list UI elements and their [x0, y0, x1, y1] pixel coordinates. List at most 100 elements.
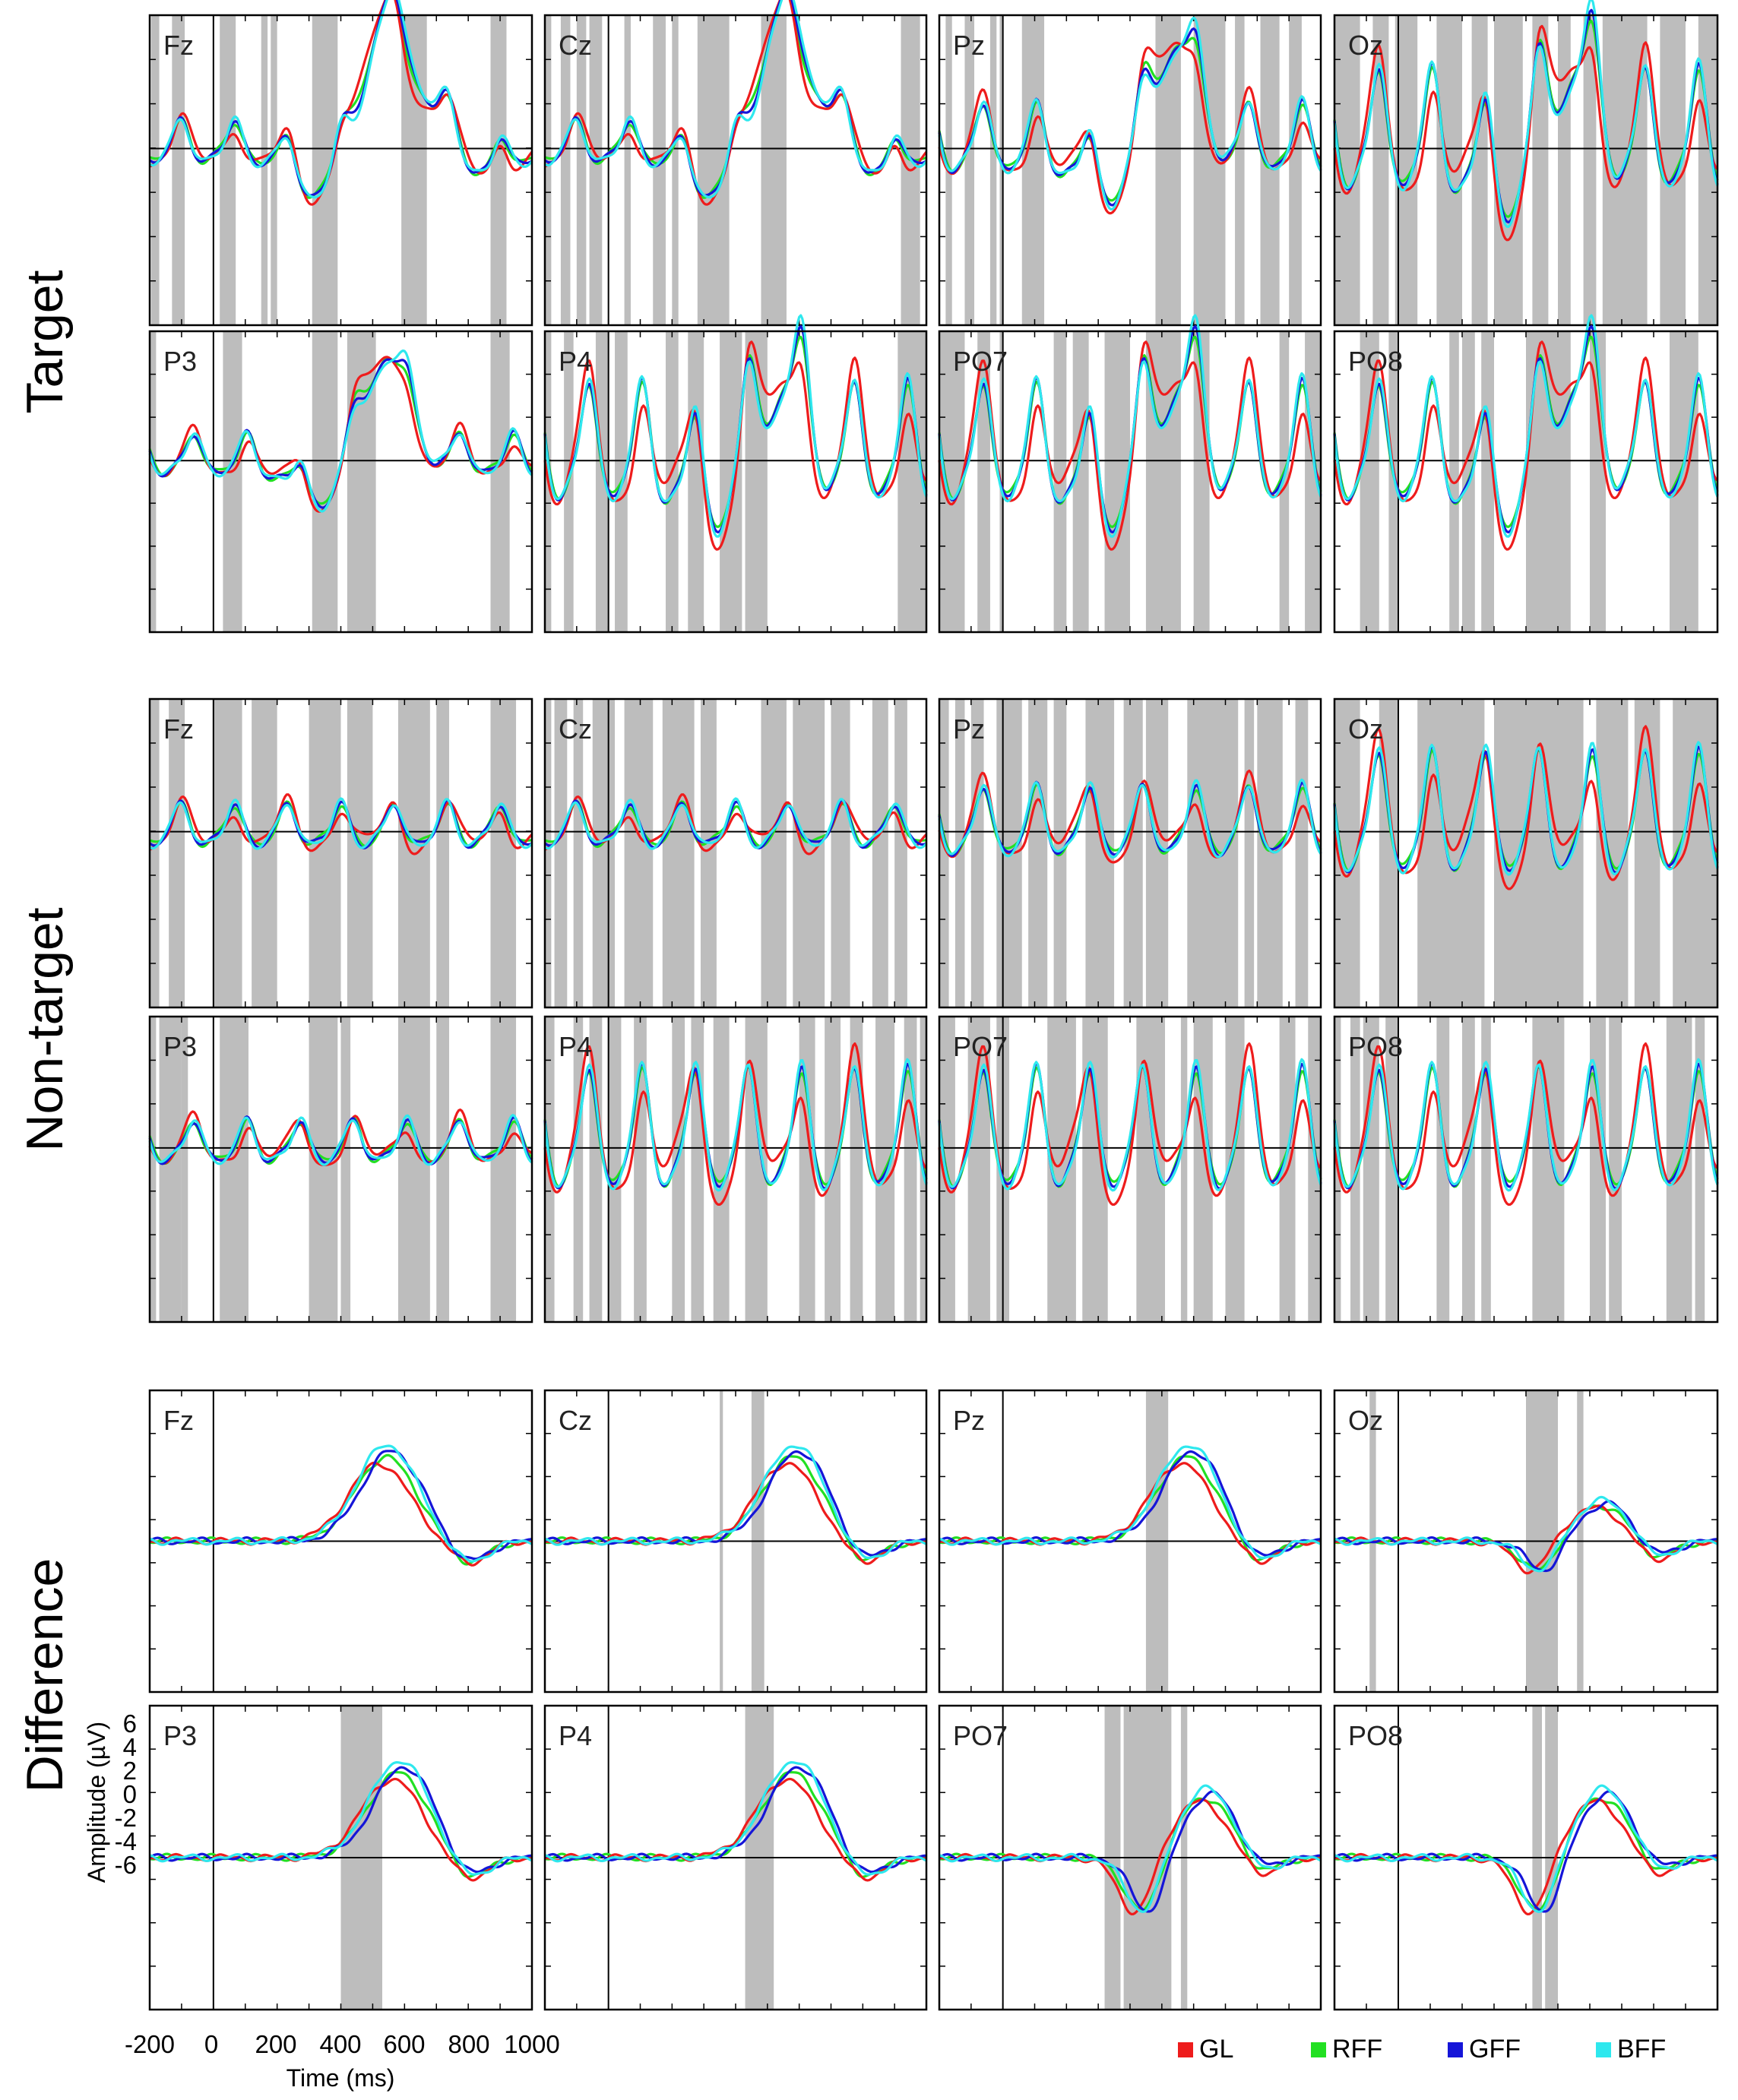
legend-swatch-gff [1448, 2042, 1463, 2057]
significance-band [1532, 15, 1549, 325]
significance-band [1235, 15, 1245, 325]
panel-frame [543, 1015, 928, 1324]
x-tick-label: 600 [383, 2030, 425, 2058]
significance-band [545, 15, 552, 325]
significance-band [490, 331, 510, 632]
electrode-label: Pz [953, 30, 985, 61]
electrode-label: PO8 [1348, 1720, 1403, 1751]
significance-band [1590, 1017, 1606, 1322]
panel-difference-p4: P4 [543, 1704, 928, 2011]
legend-label-gl: GL [1199, 2035, 1233, 2064]
significance-band [1471, 15, 1488, 325]
panel-nontarget-pz: Pz [938, 697, 1322, 1009]
x-tick-label: -200 [125, 2030, 175, 2058]
series-line-bff [149, 797, 533, 850]
series-line-bff [148, 349, 533, 513]
series-line-bff [544, 1761, 927, 1876]
significance-band [1436, 15, 1462, 325]
y-tick-label: -4 [115, 1827, 137, 1855]
electrode-label: PO7 [953, 1031, 1008, 1062]
panel-target-fz: Fz [148, 0, 533, 327]
significance-band [312, 331, 338, 632]
series-line-bff [1333, 741, 1719, 876]
panel-nontarget-po8: PO8 [1333, 1015, 1719, 1324]
significance-band [1002, 1017, 1010, 1322]
significance-band [261, 15, 268, 325]
significance-band [996, 699, 1003, 1007]
electrode-label: Cz [559, 1405, 592, 1436]
y-tick-label: -2 [115, 1804, 137, 1832]
significance-band [151, 15, 160, 325]
legend-swatch-gl [1178, 2042, 1193, 2057]
significance-band [665, 331, 679, 632]
series-line-bff [938, 1058, 1322, 1192]
panel-target-oz: Oz [1333, 0, 1719, 327]
significance-band [624, 699, 654, 1007]
significance-band [397, 1017, 430, 1322]
electrode-label: PO7 [953, 1720, 1008, 1751]
significance-band [545, 699, 552, 1007]
significance-band [592, 699, 609, 1007]
significance-band [252, 699, 277, 1007]
panel-target-po8: PO8 [1333, 314, 1719, 634]
significance-band [608, 1017, 622, 1322]
significance-band [560, 15, 571, 325]
panel-frame [938, 1704, 1322, 2011]
electrode-label: Pz [953, 713, 985, 745]
series-line-bff [938, 778, 1322, 859]
significance-band [761, 699, 787, 1007]
significance-band [799, 1017, 815, 1322]
significance-band [1462, 1017, 1475, 1322]
electrode-label: Oz [1348, 1405, 1383, 1436]
electrode-label: Oz [1348, 713, 1383, 745]
axes-layer: -200 0 200 400 600 800 1000 6 4 2 0 -2 -… [83, 1709, 560, 2092]
significance-band [1363, 1017, 1379, 1322]
panel-difference-po7: PO7 [938, 1704, 1322, 2011]
significance-band [1436, 1017, 1450, 1322]
panel-frame [148, 1704, 533, 2011]
significance-band [1558, 15, 1571, 325]
series-line-gff [544, 1766, 927, 1874]
significance-band [831, 699, 850, 1007]
series-line-bff [544, 0, 928, 199]
significance-band [1289, 15, 1302, 325]
significance-band [271, 15, 277, 325]
significance-band [309, 1017, 338, 1322]
series-line-gff [544, 1450, 927, 1557]
significance-band [1308, 1017, 1321, 1322]
panel-frame [938, 697, 1322, 1009]
panel-frame [1333, 697, 1719, 1009]
panel-difference-cz: Cz [543, 1389, 928, 1694]
significance-band [1072, 331, 1089, 632]
series-line-bff [543, 314, 928, 538]
significance-band [999, 15, 1003, 325]
panel-frame [148, 1389, 533, 1694]
series-line-bff [148, 1114, 533, 1166]
legend-swatch-rff [1311, 2042, 1326, 2057]
panel-difference-fz: Fz [148, 1389, 533, 1694]
panel-target-p4: P4 [543, 314, 928, 634]
significance-band [436, 1017, 450, 1322]
significance-band [720, 331, 742, 632]
significance-band [150, 331, 157, 632]
significance-band [340, 1017, 351, 1322]
significance-band [347, 331, 376, 632]
series-line-gff [149, 1450, 533, 1561]
electrode-label: P3 [163, 1720, 197, 1751]
series-line-gff [939, 1450, 1322, 1557]
electrode-label: P4 [559, 1720, 592, 1751]
panel-frame [1333, 1015, 1719, 1324]
series-line-gff [1334, 1790, 1718, 1913]
significance-band [672, 15, 679, 325]
panel-frame [543, 14, 928, 327]
significance-band [169, 699, 185, 1007]
significance-band [172, 15, 185, 325]
series-line-bff [149, 1761, 533, 1876]
significance-band [1136, 1017, 1166, 1322]
significance-band [662, 699, 695, 1007]
significance-band [490, 699, 517, 1007]
significance-band [1028, 699, 1048, 1007]
significance-band [1609, 1017, 1622, 1322]
significance-band [977, 331, 990, 632]
